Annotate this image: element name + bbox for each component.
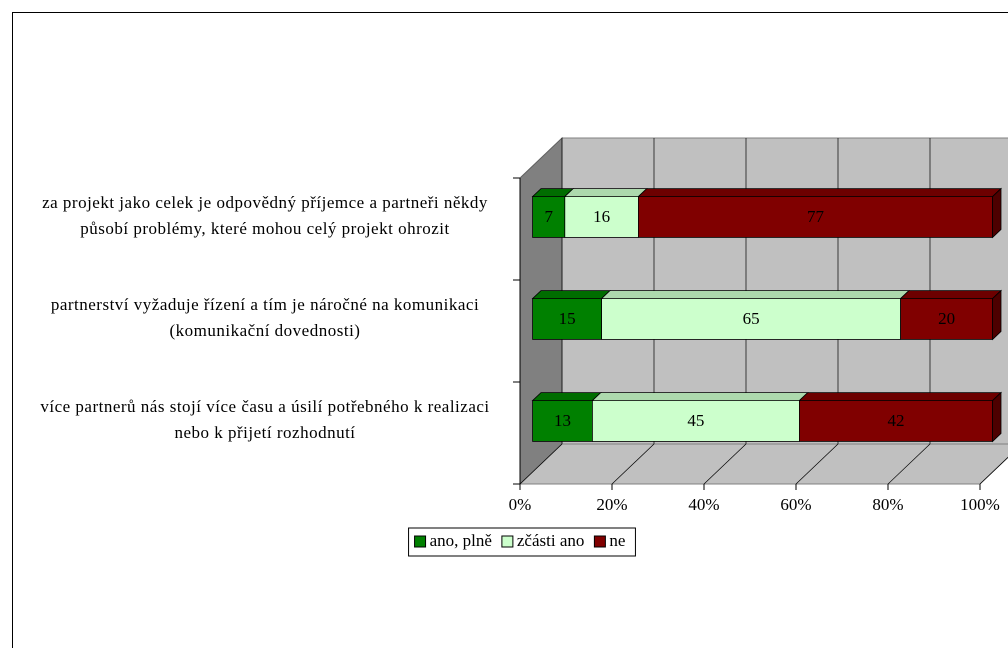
bar-top-shade	[900, 290, 1001, 299]
x-tick-label: 40%	[688, 495, 719, 514]
category-label: partnerství vyžaduje řízení a tím je nár…	[51, 295, 479, 340]
legend-label: ano, plně	[430, 531, 492, 550]
bar-top-shade	[564, 188, 647, 197]
legend-swatch	[501, 535, 514, 548]
legend-label: ne	[609, 531, 625, 550]
data-label: 20	[938, 309, 955, 328]
bar-top-shade	[532, 290, 610, 299]
bar-top-shade	[638, 188, 1001, 197]
bar-side-shade	[992, 290, 1001, 340]
data-label: 42	[888, 411, 905, 430]
legend-label: zčásti ano	[517, 531, 585, 550]
x-tick-label: 0%	[509, 495, 532, 514]
legend-swatch	[414, 535, 427, 548]
data-label: 7	[544, 207, 553, 226]
category-label: za projekt jako celek je odpovědný příje…	[42, 193, 488, 238]
bar-segment	[564, 196, 639, 238]
grid-line	[703, 443, 747, 485]
grid-line	[887, 443, 931, 485]
bar-top-shade	[532, 188, 574, 197]
bar-side	[992, 391, 1002, 443]
floor	[518, 443, 1008, 485]
data-label: 13	[554, 411, 571, 430]
bar-top-shade	[799, 392, 1001, 401]
bar-segment	[592, 400, 800, 442]
bar-top-shade	[532, 392, 601, 401]
category-label: více partnerů nás stojí více času a úsil…	[40, 397, 489, 442]
bar-top-shade	[601, 290, 909, 299]
data-label: 15	[559, 309, 576, 328]
bar-side-shade	[992, 188, 1001, 238]
grid-line	[519, 443, 563, 485]
bar-top-shade	[592, 392, 808, 401]
data-label: 65	[743, 309, 760, 328]
grid-line	[795, 443, 839, 485]
x-tick-label: 60%	[780, 495, 811, 514]
bar-side-shade	[992, 392, 1001, 442]
bar-segment	[532, 298, 602, 340]
bar-side	[992, 289, 1002, 341]
x-tick-label: 100%	[960, 495, 1000, 514]
legend-swatch	[593, 535, 606, 548]
bar-side	[992, 187, 1002, 239]
x-tick-label: 80%	[872, 495, 903, 514]
bar-segment	[799, 400, 994, 442]
bar-segment	[532, 196, 566, 238]
x-tick-label: 20%	[596, 495, 627, 514]
bar-segment	[601, 298, 901, 340]
grid-line	[611, 443, 655, 485]
grid-line	[979, 456, 1008, 485]
data-label: 16	[593, 207, 610, 226]
data-label: 77	[807, 207, 825, 226]
bar-segment	[532, 400, 593, 442]
data-label: 45	[687, 411, 704, 430]
